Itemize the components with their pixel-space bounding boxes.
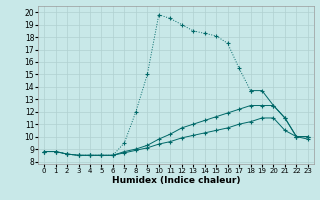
- X-axis label: Humidex (Indice chaleur): Humidex (Indice chaleur): [112, 176, 240, 185]
